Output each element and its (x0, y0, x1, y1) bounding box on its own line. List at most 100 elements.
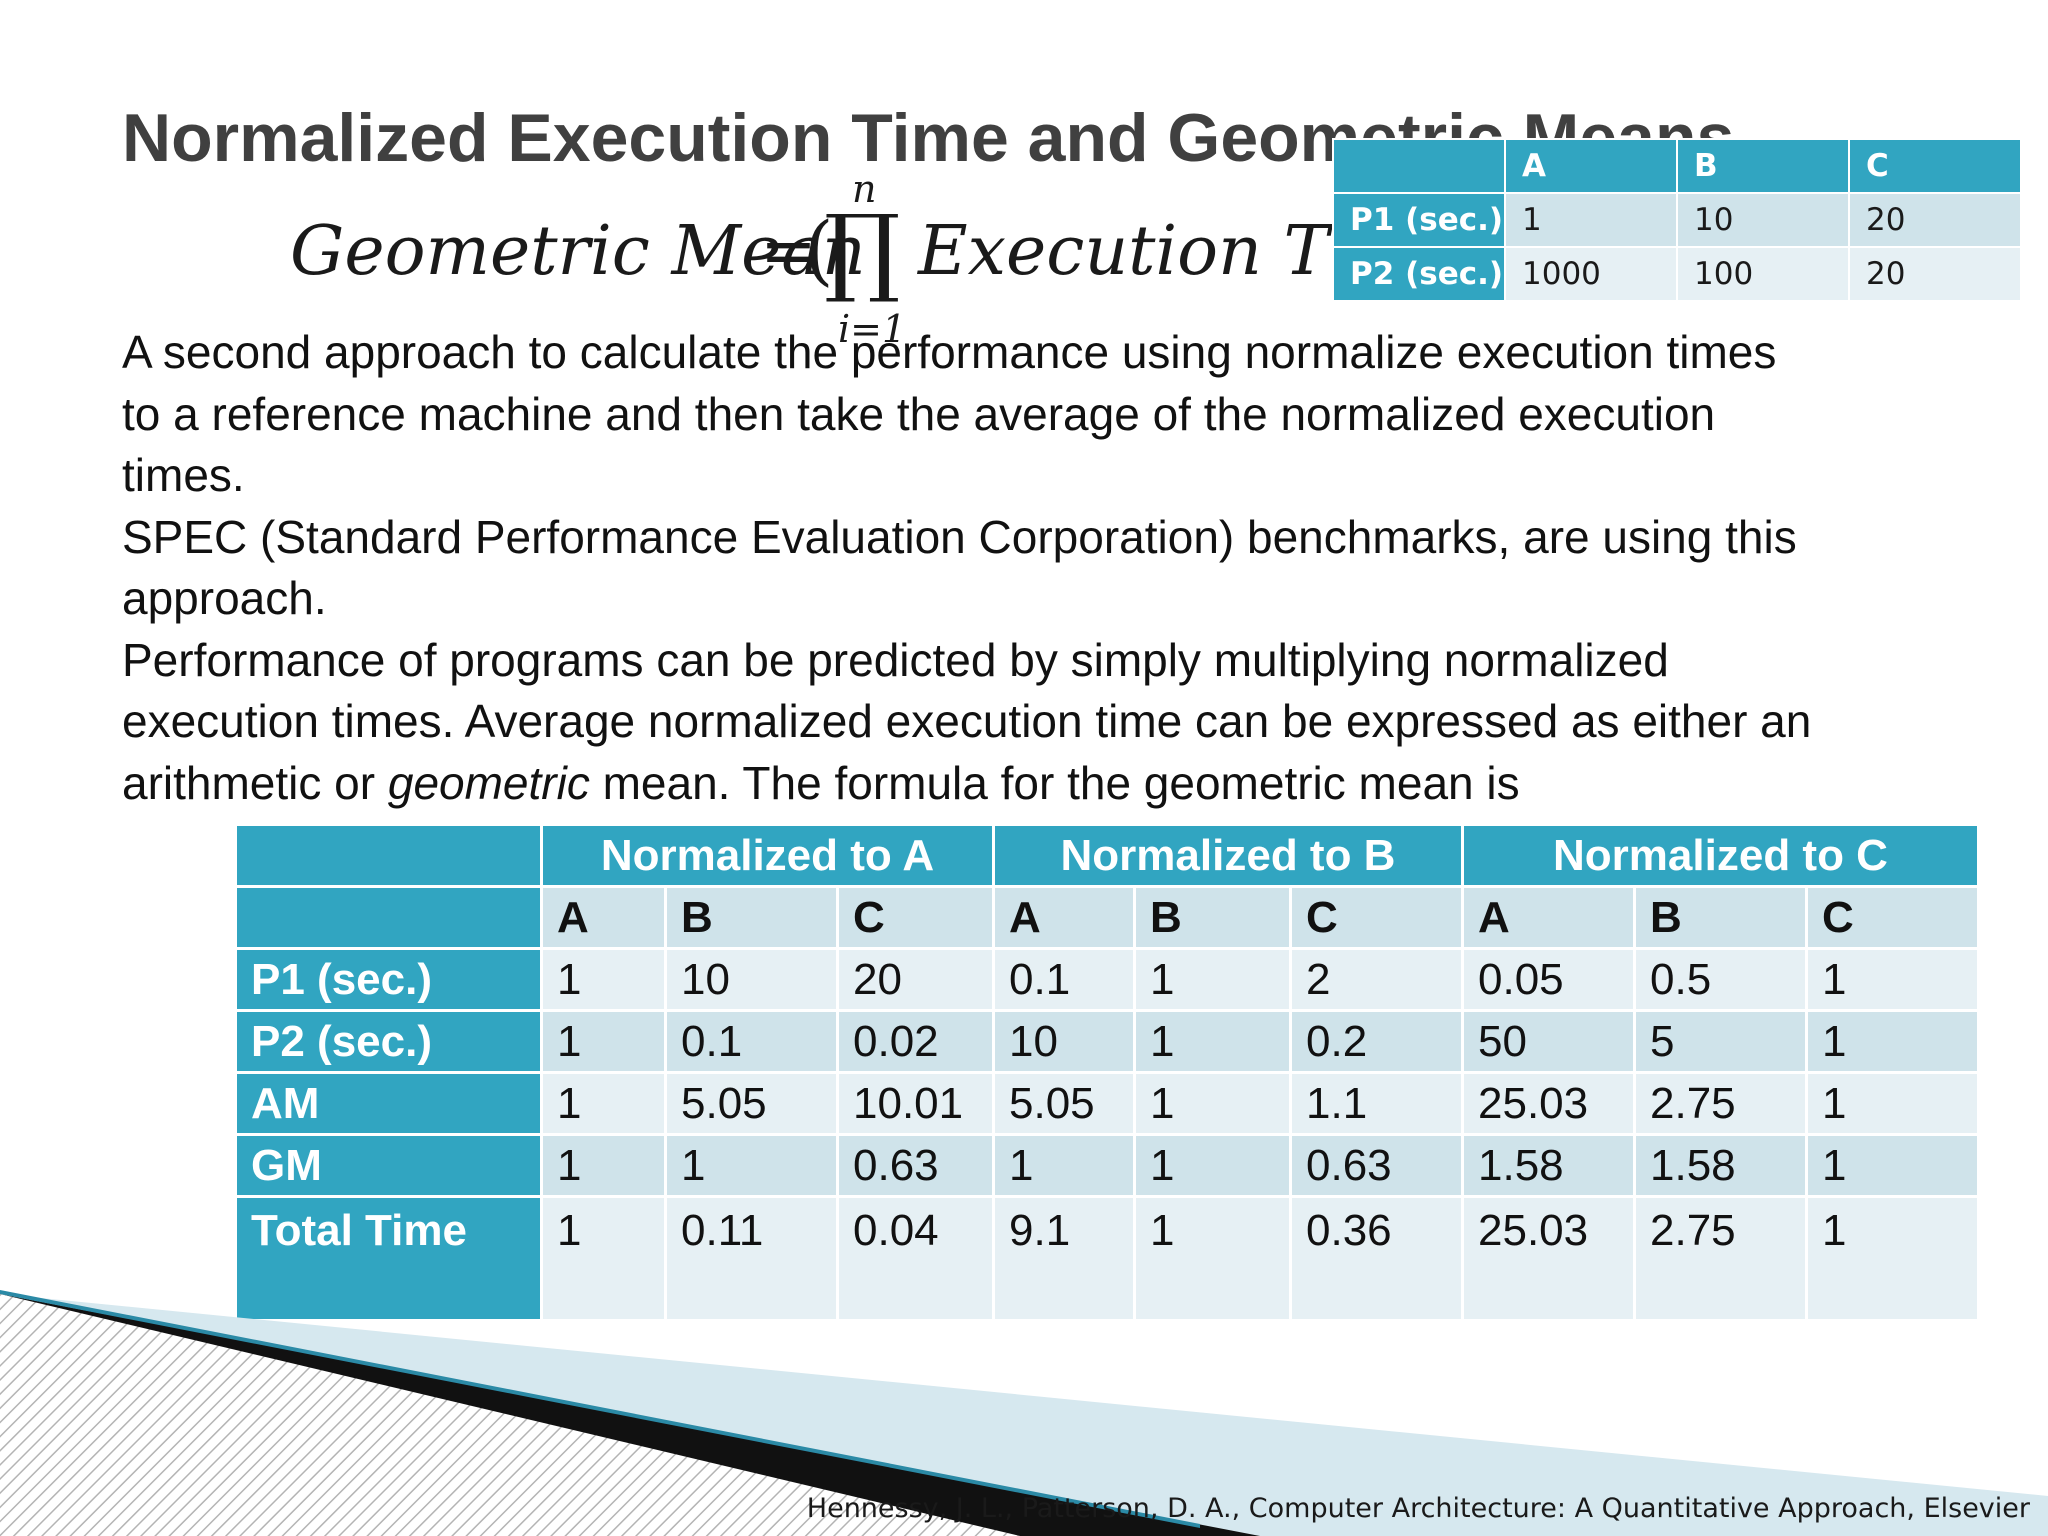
row-label: P1 (sec.) (234, 947, 543, 1012)
table-row: GM 1 1 0.63 1 1 0.63 1.58 1.58 1 (234, 1133, 1980, 1198)
table-cell: 1 (540, 947, 667, 1012)
table-cell: 5.05 (992, 1071, 1136, 1136)
body-line: arithmetic or geometric mean. The formul… (122, 753, 2022, 815)
table-cell: 10 (992, 1009, 1136, 1074)
body-line: execution times. Average normalized exec… (122, 695, 1812, 747)
group-header-row: Normalized to A Normalized to B Normaliz… (234, 823, 1980, 888)
teal-line (0, 1290, 1200, 1528)
table-row: P1 (sec.) 1 10 20 (1332, 192, 2022, 248)
column-header: A (1461, 885, 1636, 950)
table-row: AM 1 5.05 10.01 5.05 1 1.1 25.03 2.75 1 (234, 1071, 1980, 1136)
table-row: P1 (sec.) 1 10 20 0.1 1 2 0.05 0.5 1 (234, 947, 1980, 1012)
table-cell: 5.05 (664, 1071, 839, 1136)
table-cell: 1 (664, 1133, 839, 1198)
table-cell: 1 (540, 1071, 667, 1136)
emphasis-geometric: geometric (387, 756, 590, 809)
body-text-segment: mean. The formula for the geometric mean… (589, 756, 1520, 809)
table-cell: 10 (664, 947, 839, 1012)
table-row: Total Time 1 0.11 0.04 9.1 1 0.36 25.03 … (234, 1195, 1980, 1322)
table-cell: 25.03 (1461, 1071, 1636, 1136)
column-header: A (992, 885, 1136, 950)
table-cell: 20 (836, 947, 995, 1012)
table-cell: 1 (1133, 1009, 1292, 1074)
table-header-cell: B (1676, 138, 1850, 194)
table-row: P2 (sec.) 1000 100 20 (1332, 246, 2022, 302)
table-cell: 1.58 (1461, 1133, 1636, 1198)
product-symbol: ∏ (824, 194, 901, 306)
row-label: GM (234, 1133, 543, 1198)
table-cell: 20 (1848, 192, 2022, 248)
table-cell: 1 (1504, 192, 1678, 248)
table-cell: 20 (1848, 246, 2022, 302)
table-cell: 1 (1805, 1071, 1980, 1136)
group-header: Normalized to A (540, 823, 995, 888)
group-header: Normalized to B (992, 823, 1464, 888)
execution-time-table: A B C P1 (sec.) 1 10 20 P2 (sec.) 1000 1… (1332, 138, 2022, 302)
row-label: AM (234, 1071, 543, 1136)
table-cell: 1 (1805, 1009, 1980, 1074)
column-header: C (1805, 885, 1980, 950)
slide-decoration (0, 1290, 2048, 1536)
table-cell: 1 (540, 1009, 667, 1074)
table-cell: 0.2 (1289, 1009, 1464, 1074)
table-cell: 0.5 (1633, 947, 1808, 1012)
table-cell: 1.58 (1633, 1133, 1808, 1198)
table-cell: 2.75 (1633, 1071, 1808, 1136)
body-line: times. (122, 449, 245, 501)
table-cell: 1000 (1504, 246, 1678, 302)
normalized-times-table: Normalized to A Normalized to B Normaliz… (234, 823, 1980, 1322)
table-row: P2 (sec.) 1 0.1 0.02 10 1 0.2 50 5 1 (234, 1009, 1980, 1074)
table-corner-cell (234, 823, 543, 888)
table-cell: 0.11 (664, 1195, 839, 1322)
light-blue-band (0, 1294, 2048, 1536)
table-header-row: A B C (1332, 138, 2022, 194)
table-cell: 1 (1133, 1195, 1292, 1322)
column-header: C (836, 885, 995, 950)
table-header-cell: C (1848, 138, 2022, 194)
column-header: B (1133, 885, 1292, 950)
table-cell: 9.1 (992, 1195, 1136, 1322)
product-lower-limit: i=1 (838, 307, 907, 351)
table-cell: 1 (992, 1133, 1136, 1198)
table-cell: 1 (1133, 1071, 1292, 1136)
table-cell: 1 (1805, 1195, 1980, 1322)
column-header: B (1633, 885, 1808, 950)
table-cell: 10 (1676, 192, 1850, 248)
body-text: A second approach to calculate the perfo… (122, 322, 2022, 814)
body-text-segment: arithmetic or (122, 756, 388, 809)
table-cell: 0.1 (664, 1009, 839, 1074)
body-line: Performance of programs can be predicted… (122, 633, 1669, 686)
table-cell: 0.36 (1289, 1195, 1464, 1322)
table-cell: 5 (1633, 1009, 1808, 1074)
table-cell: 100 (1676, 246, 1850, 302)
citation: Hennessy, J. L., Patterson, D. A., Compu… (806, 1493, 2030, 1524)
column-header: A (540, 885, 667, 950)
group-header: Normalized to C (1461, 823, 1980, 888)
table-cell: 1 (1133, 1133, 1292, 1198)
body-line: A second approach to calculate the perfo… (122, 326, 1777, 378)
table-cell: 0.05 (1461, 947, 1636, 1012)
table-cell: 1 (540, 1195, 667, 1322)
table-cell: 1 (1805, 947, 1980, 1012)
row-label: Total Time (234, 1195, 543, 1322)
product-upper-limit: n (852, 167, 877, 211)
table-header-cell (1332, 138, 1506, 194)
table-cell: 0.1 (992, 947, 1136, 1012)
table-cell: 1.1 (1289, 1071, 1464, 1136)
table-cell: 1 (1805, 1133, 1980, 1198)
table-header-cell: A (1504, 138, 1678, 194)
body-line: SPEC (Standard Performance Evaluation Co… (122, 510, 1797, 563)
table-cell: 1 (1133, 947, 1292, 1012)
formula-lhs: Geometric Mean (290, 212, 866, 291)
formula-equals: = (760, 212, 817, 291)
table-corner-cell (234, 885, 543, 950)
table-cell: 0.63 (1289, 1133, 1464, 1198)
table-cell: 2 (1289, 947, 1464, 1012)
row-label: P2 (sec.) (1332, 246, 1506, 302)
column-header: B (664, 885, 839, 950)
body-line: to a reference machine and then take the… (122, 387, 1716, 440)
table-cell: 0.04 (836, 1195, 995, 1322)
table-cell: 10.01 (836, 1071, 995, 1136)
table-cell: 2.75 (1633, 1195, 1808, 1322)
row-label: P1 (sec.) (1332, 192, 1506, 248)
